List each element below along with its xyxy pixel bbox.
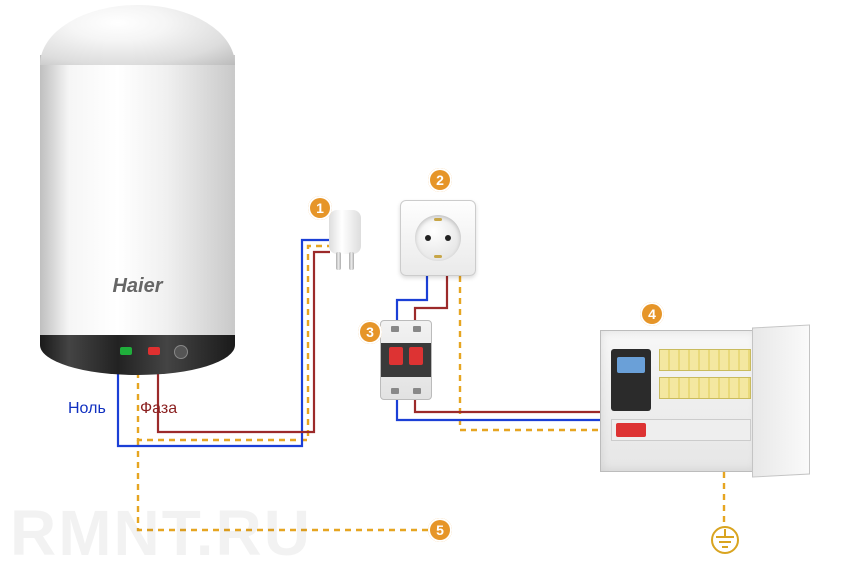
callout-badge-3: 3 — [358, 320, 382, 344]
circuit-breaker — [380, 320, 432, 400]
water-heater: Haier — [40, 5, 235, 385]
heater-knob — [174, 345, 188, 359]
distribution-board — [600, 330, 810, 470]
wire-neutral-3 — [397, 398, 602, 420]
heater-led-green — [120, 347, 132, 355]
callout-badge-4: 4 — [640, 302, 664, 326]
heater-brand: Haier — [40, 275, 235, 298]
energy-meter — [611, 349, 651, 411]
watermark-text: RMNT.RU — [10, 496, 312, 570]
wire-phase-3 — [415, 398, 602, 412]
heater-led-red — [148, 347, 160, 355]
callout-badge-1: 1 — [308, 196, 332, 220]
wall-socket — [400, 200, 476, 276]
callout-badge-5: 5 — [428, 518, 452, 542]
callout-badge-2: 2 — [428, 168, 452, 192]
label-neutral: Ноль — [68, 400, 106, 418]
wire-phase-2 — [415, 276, 447, 322]
wire-neutral-2 — [397, 276, 427, 322]
wire-ground-2 — [460, 276, 602, 430]
label-phase: Фаза — [140, 400, 177, 418]
power-plug — [325, 210, 365, 280]
ground-symbol-icon — [710, 525, 740, 555]
